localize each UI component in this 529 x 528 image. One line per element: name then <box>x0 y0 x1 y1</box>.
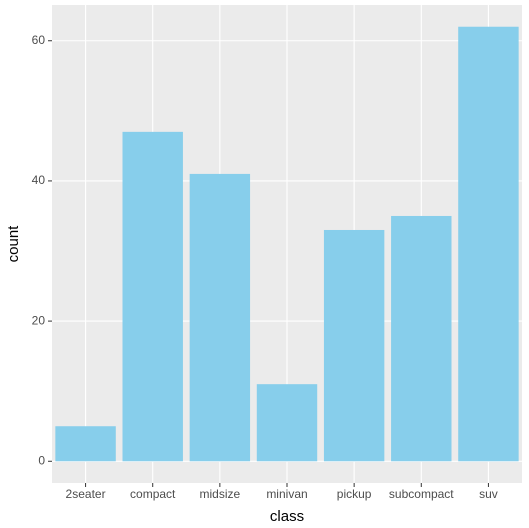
bar <box>189 173 251 462</box>
bar <box>458 26 519 462</box>
bar <box>55 426 116 462</box>
x-tick-label: minivan <box>266 487 307 501</box>
x-tick-label: midsize <box>200 487 241 501</box>
y-axis-title: count <box>5 225 22 263</box>
x-tick-label: compact <box>130 487 176 501</box>
x-tick-label: subcompact <box>389 487 454 501</box>
x-tick-label: pickup <box>337 487 372 501</box>
bar <box>391 215 452 462</box>
y-tick-label: 60 <box>32 33 46 47</box>
x-tick-label: 2seater <box>66 487 106 501</box>
x-axis-title: class <box>270 508 304 525</box>
bar <box>122 131 183 462</box>
bar <box>256 384 318 462</box>
x-tick-label: suv <box>479 487 498 501</box>
y-tick-label: 40 <box>32 173 46 187</box>
y-tick-label: 20 <box>32 313 46 327</box>
y-tick-label: 0 <box>38 453 45 467</box>
bar <box>323 229 385 462</box>
